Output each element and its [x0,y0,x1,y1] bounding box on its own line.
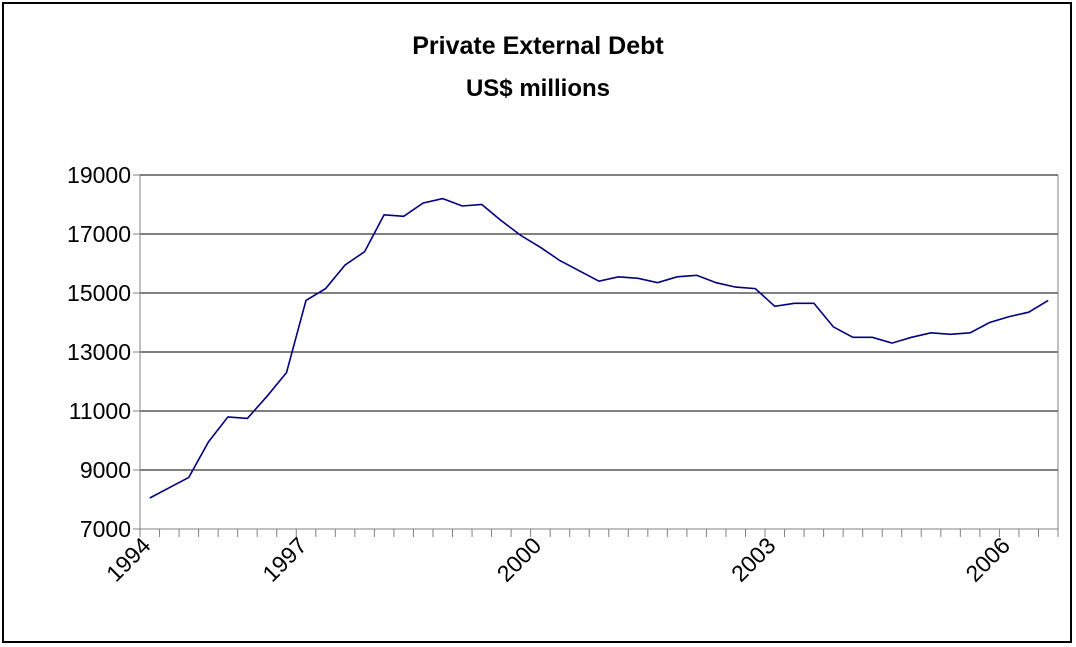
y-tick-label: 11000 [69,398,131,424]
series-line [149,197,1049,499]
y-tick-label: 17000 [67,221,131,247]
chart-subtitle: US$ millions [465,75,611,102]
y-tick-label: 15000 [67,280,131,306]
x-tick-label: 2003 [726,532,781,587]
y-tick-label: 7000 [80,516,131,542]
x-tick-label: 2006 [960,532,1015,587]
axes [133,174,1059,537]
y-tick-label: 19000 [67,162,131,188]
series-layer [149,197,1049,499]
x-tick-label: 1997 [257,532,312,587]
y-tick-label: 13000 [67,339,131,365]
gridlines [140,174,1058,471]
x-tick-label: 2000 [492,532,547,587]
y-tick-label: 9000 [80,457,131,483]
chart-title: Private External Debt [412,32,664,60]
